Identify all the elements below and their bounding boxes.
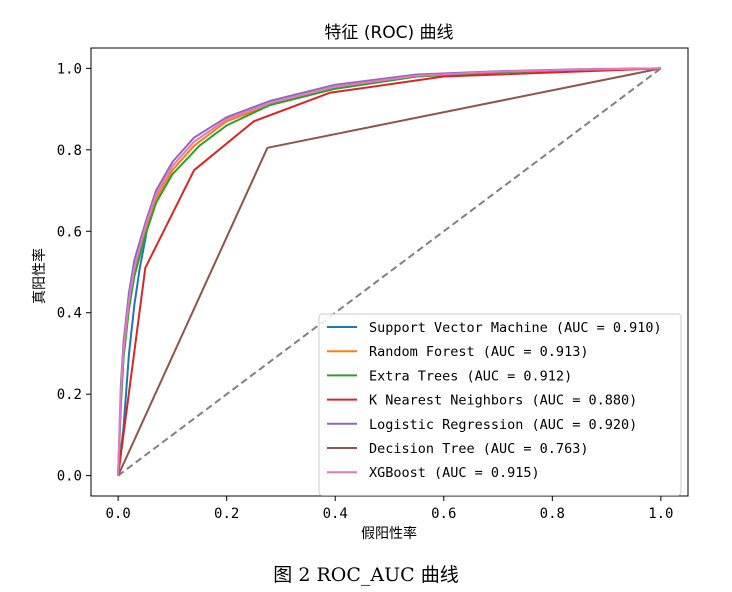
x-tick-label: 1.0 xyxy=(648,506,673,522)
x-tick-label: 0.0 xyxy=(105,506,130,522)
x-tick-label: 0.2 xyxy=(214,506,239,522)
legend-label-0: Support Vector Machine (AUC = 0.910) xyxy=(369,320,662,336)
legend-label-6: XGBoost (AUC = 0.915) xyxy=(369,465,540,481)
y-tick-label: 0.8 xyxy=(57,143,82,159)
y-tick-label: 0.2 xyxy=(57,387,82,403)
x-axis-title: 假阳性率 xyxy=(361,525,417,542)
y-tick-label: 0.0 xyxy=(57,469,82,485)
legend-label-4: Logistic Regression (AUC = 0.920) xyxy=(369,417,637,433)
x-tick-label: 0.4 xyxy=(323,506,348,522)
y-tick-label: 0.6 xyxy=(57,224,82,240)
roc-chart: 特征 (ROC) 曲线 0.0 0.2 0.4 0.6 0.8 1.00.00.20.40… xyxy=(31,23,689,542)
plot-area: 0.0 0.2 0.4 0.6 0.8 1.0 0.0 0.2 0.4 0.6 0.8 1.0 Supp… xyxy=(57,47,689,522)
y-axis-title: 真阳性率 xyxy=(31,248,48,304)
y-tick-label: 0.4 xyxy=(57,306,82,322)
x-tick-label: 0.6 xyxy=(431,506,456,522)
legend-label-3: K Nearest Neighbors (AUC = 0.880) xyxy=(369,393,637,409)
figure-caption: 图 2 ROC_AUC 曲线 xyxy=(273,564,459,586)
plot-frame xyxy=(90,47,689,497)
series-line-3 xyxy=(117,67,661,476)
legend-box xyxy=(318,313,682,496)
x-tick-label: 0.8 xyxy=(540,506,565,522)
reference-diagonal-line xyxy=(117,67,662,477)
legend-label-2: Extra Trees (AUC = 0.912) xyxy=(369,368,572,384)
legend: Support Vector Machine (AUC = 0.910) Rand… xyxy=(318,313,682,496)
legend-label-1: Random Forest (AUC = 0.913) xyxy=(369,344,588,360)
legend-label-5: Decision Tree (AUC = 0.763) xyxy=(369,441,588,457)
series-line-6 xyxy=(117,67,661,476)
series-line-5 xyxy=(117,67,662,477)
y-tick-label: 1.0 xyxy=(57,61,82,77)
chart-title: 特征 (ROC) 曲线 xyxy=(324,23,453,43)
